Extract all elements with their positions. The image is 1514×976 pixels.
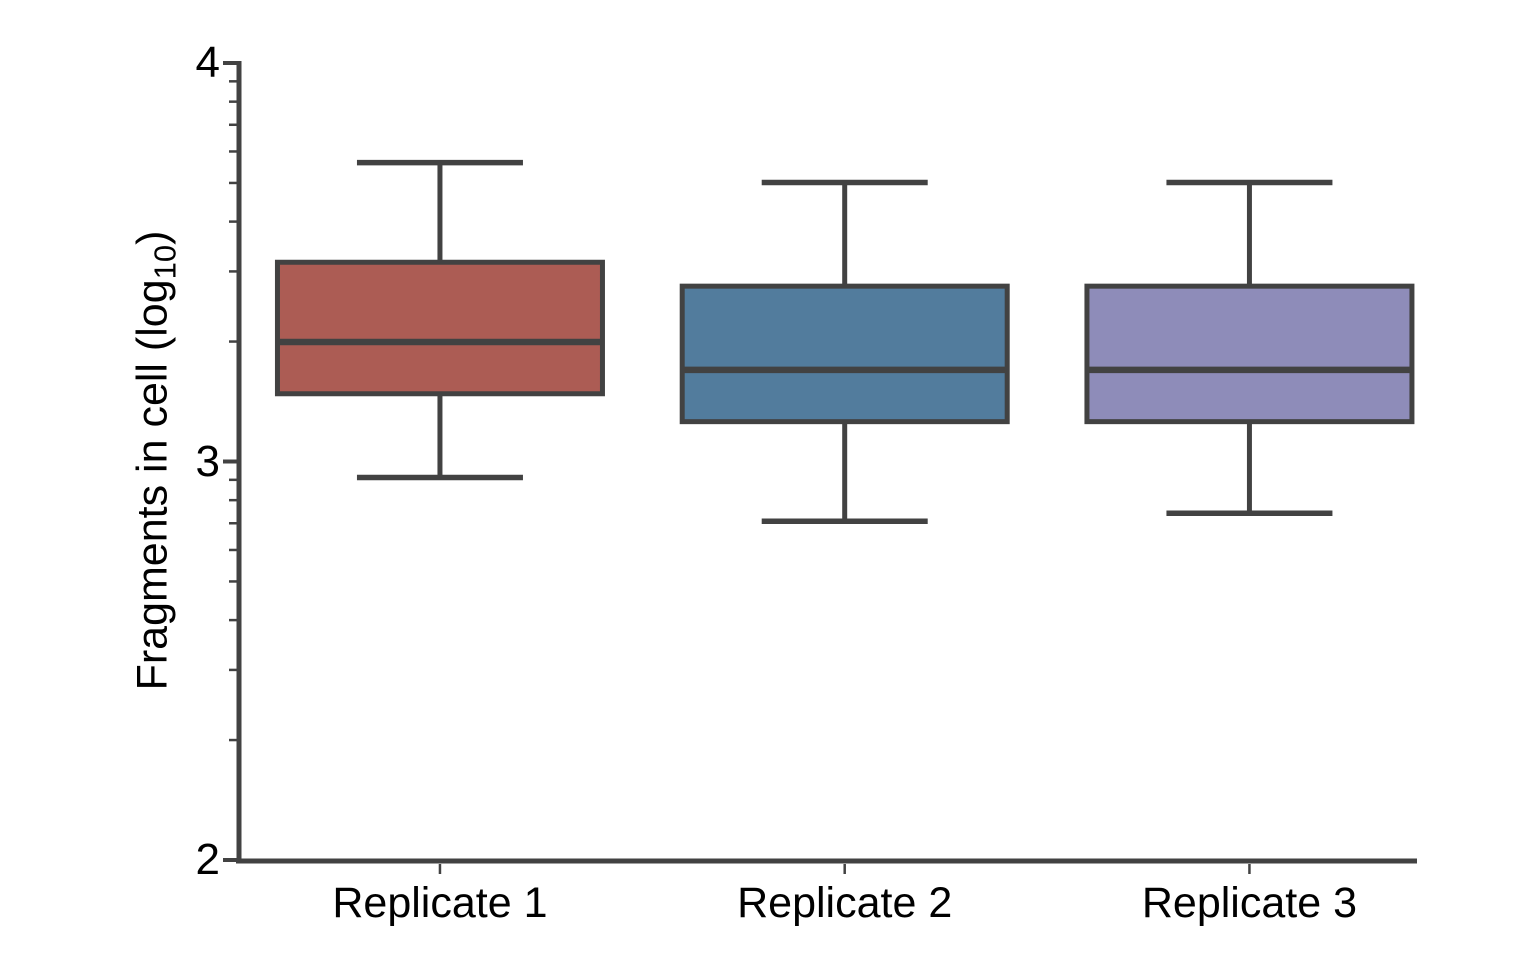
y-axis-title-suffix: ) [128,230,177,245]
box-replicate-1 [274,259,605,397]
y-tick-label-2: 2 [195,835,220,884]
y-axis-title-subscript: 10 [147,244,183,280]
y-tick-label-3: 3 [195,436,220,486]
x-tick-label-replicate-2: Replicate 2 [737,879,953,927]
box-replicate-2 [679,283,1010,425]
y-tick-label-4: 4 [195,38,220,87]
box-replicate-3 [1084,283,1415,425]
x-tick-label-replicate-3: Replicate 3 [1141,879,1357,927]
x-tick-label-replicate-1: Replicate 1 [332,879,548,927]
